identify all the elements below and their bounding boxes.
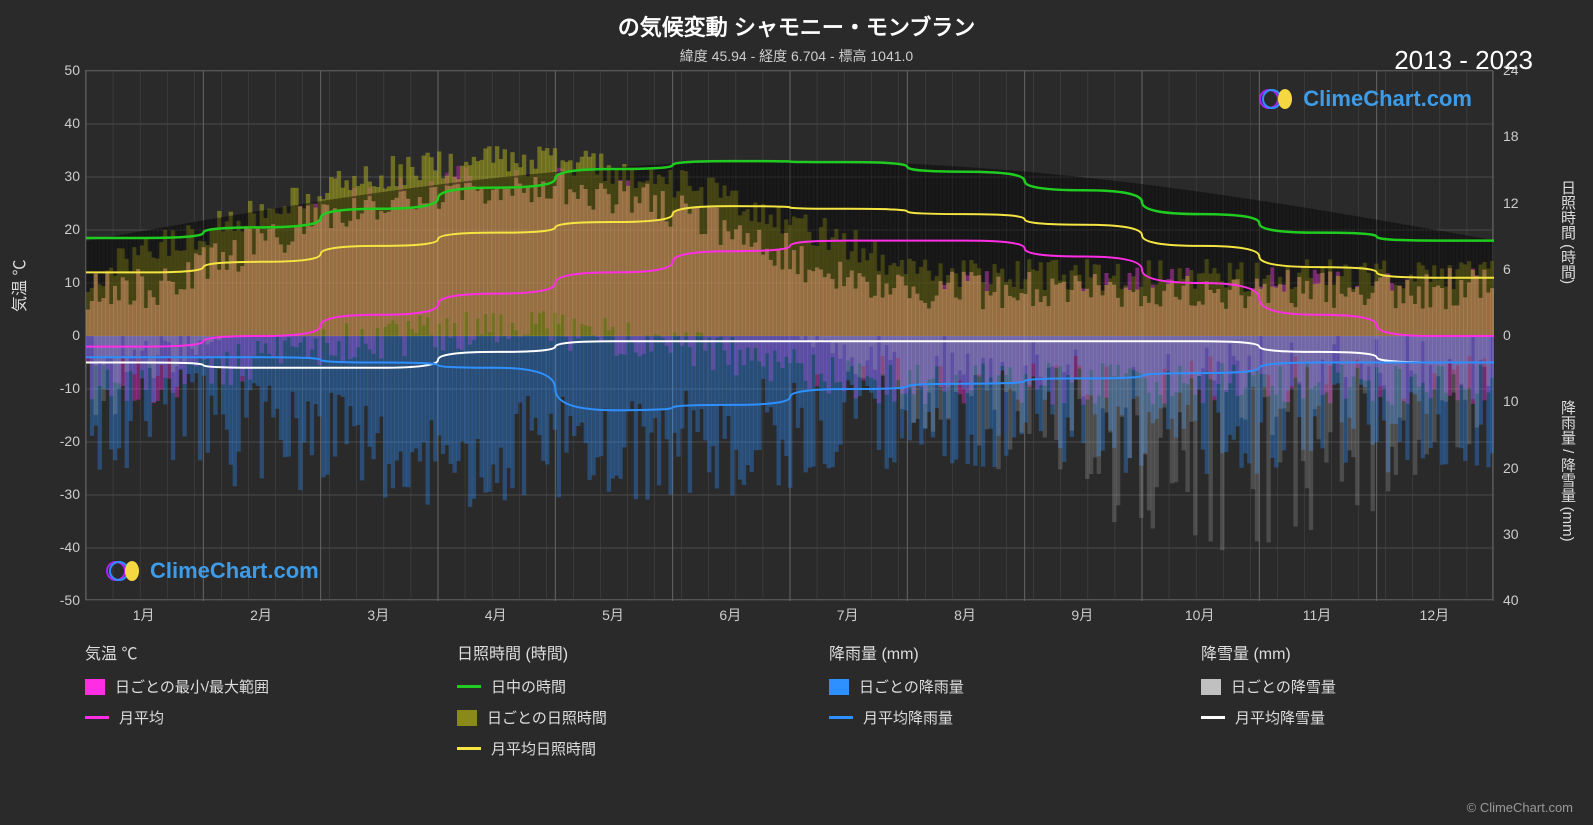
legend-header: 降雪量 (mm) <box>1201 640 1493 664</box>
legend-label: 日ごとの降雨量 <box>859 676 964 697</box>
legend-item: 日ごとの日照時間 <box>457 707 749 728</box>
legend-label: 月平均降雪量 <box>1235 707 1325 728</box>
y-tick-right: 20 <box>1503 460 1533 476</box>
legend-swatch-icon <box>457 710 477 726</box>
title-area: の気候変動 シャモニー・モンブラン 緯度 45.94 - 経度 6.704 - … <box>20 10 1573 66</box>
legend-label: 月平均 <box>119 707 164 728</box>
chart-container: の気候変動 シャモニー・モンブラン 緯度 45.94 - 経度 6.704 - … <box>0 0 1593 825</box>
y-axis-left-label: 気温 ℃ <box>6 260 30 312</box>
legend-swatch-icon <box>85 679 105 695</box>
legend-line-icon <box>1201 716 1225 719</box>
y-tick-right: 6 <box>1503 261 1533 277</box>
x-tick: 4月 <box>485 605 507 625</box>
y-tick-left: 10 <box>50 274 80 290</box>
legend-group: 降雪量 (mm) 日ごとの降雪量月平均降雪量 <box>1201 640 1493 769</box>
x-tick: 5月 <box>602 605 624 625</box>
legend-item: 日中の時間 <box>457 676 749 697</box>
y-axis-right-label-2: 降雨量 / 降雪量 (mm) <box>1557 400 1578 542</box>
legend-line-icon <box>457 685 481 688</box>
watermark-text: ClimeChart.com <box>150 558 319 584</box>
legend-item: 日ごとの降雨量 <box>829 676 1121 697</box>
x-tick: 10月 <box>1185 605 1215 625</box>
y-tick-right: 0 <box>1503 327 1533 343</box>
x-tick: 3月 <box>367 605 389 625</box>
y-tick-right: 18 <box>1503 128 1533 144</box>
y-tick-left: 0 <box>50 327 80 343</box>
y-tick-right: 10 <box>1503 393 1533 409</box>
x-tick: 7月 <box>837 605 859 625</box>
legend-label: 日ごとの日照時間 <box>487 707 607 728</box>
y-tick-left: -50 <box>50 592 80 608</box>
legend-label: 月平均日照時間 <box>491 738 596 759</box>
y-tick-left: 50 <box>50 62 80 78</box>
x-tick: 11月 <box>1303 605 1332 625</box>
y-tick-right: 24 <box>1503 62 1533 78</box>
legend-header: 気温 ℃ <box>85 640 377 664</box>
legend-header: 降雨量 (mm) <box>829 640 1121 664</box>
y-tick-right: 40 <box>1503 592 1533 608</box>
copyright: © ClimeChart.com <box>1467 800 1573 815</box>
legend-label: 日中の時間 <box>491 676 566 697</box>
legend-label: 月平均降雨量 <box>863 707 953 728</box>
legend-swatch-icon <box>829 679 849 695</box>
x-tick: 9月 <box>1071 605 1093 625</box>
y-tick-left: -20 <box>50 433 80 449</box>
legend-item: 月平均 <box>85 707 377 728</box>
chart-subtitle: 緯度 45.94 - 経度 6.704 - 標高 1041.0 <box>20 46 1573 66</box>
plot-area: ClimeChart.com ClimeChart.com <box>85 70 1493 600</box>
y-tick-left: -30 <box>50 486 80 502</box>
x-tick: 12月 <box>1420 605 1450 625</box>
watermark-bottom: ClimeChart.com <box>106 558 319 584</box>
y-tick-left: 20 <box>50 221 80 237</box>
x-tick: 2月 <box>250 605 272 625</box>
legend-item: 日ごとの降雪量 <box>1201 676 1493 697</box>
legend-item: 月平均降雪量 <box>1201 707 1493 728</box>
x-tick: 1月 <box>133 605 155 625</box>
legend-line-icon <box>829 716 853 719</box>
legend-header: 日照時間 (時間) <box>457 640 749 664</box>
legend-line-icon <box>457 747 481 750</box>
legend-group: 気温 ℃ 日ごとの最小/最大範囲月平均 <box>85 640 377 769</box>
logo-icon <box>1259 86 1295 112</box>
y-tick-left: -40 <box>50 539 80 555</box>
y-tick-right: 12 <box>1503 195 1533 211</box>
legend-label: 日ごとの降雪量 <box>1231 676 1336 697</box>
watermark-text: ClimeChart.com <box>1303 86 1472 112</box>
legend-line-icon <box>85 716 109 719</box>
y-tick-left: 30 <box>50 168 80 184</box>
legend-item: 日ごとの最小/最大範囲 <box>85 676 377 697</box>
legend-label: 日ごとの最小/最大範囲 <box>115 676 269 697</box>
legend-group: 降雨量 (mm) 日ごとの降雨量月平均降雨量 <box>829 640 1121 769</box>
logo-icon <box>106 558 142 584</box>
x-tick: 8月 <box>954 605 976 625</box>
legend: 気温 ℃ 日ごとの最小/最大範囲月平均 日照時間 (時間) 日中の時間日ごとの日照時間… <box>85 640 1493 769</box>
legend-item: 月平均降雨量 <box>829 707 1121 728</box>
legend-swatch-icon <box>1201 679 1221 695</box>
y-tick-left: 40 <box>50 115 80 131</box>
legend-group: 日照時間 (時間) 日中の時間日ごとの日照時間月平均日照時間 <box>457 640 749 769</box>
watermark-top: ClimeChart.com <box>1259 86 1472 112</box>
y-tick-left: -10 <box>50 380 80 396</box>
y-axis-right-label-1: 日照時間 (時間) <box>1557 180 1578 284</box>
x-tick: 6月 <box>719 605 741 625</box>
y-tick-right: 30 <box>1503 526 1533 542</box>
legend-item: 月平均日照時間 <box>457 738 749 759</box>
chart-title: の気候変動 シャモニー・モンブラン <box>20 10 1573 42</box>
plot-svg <box>86 71 1494 601</box>
